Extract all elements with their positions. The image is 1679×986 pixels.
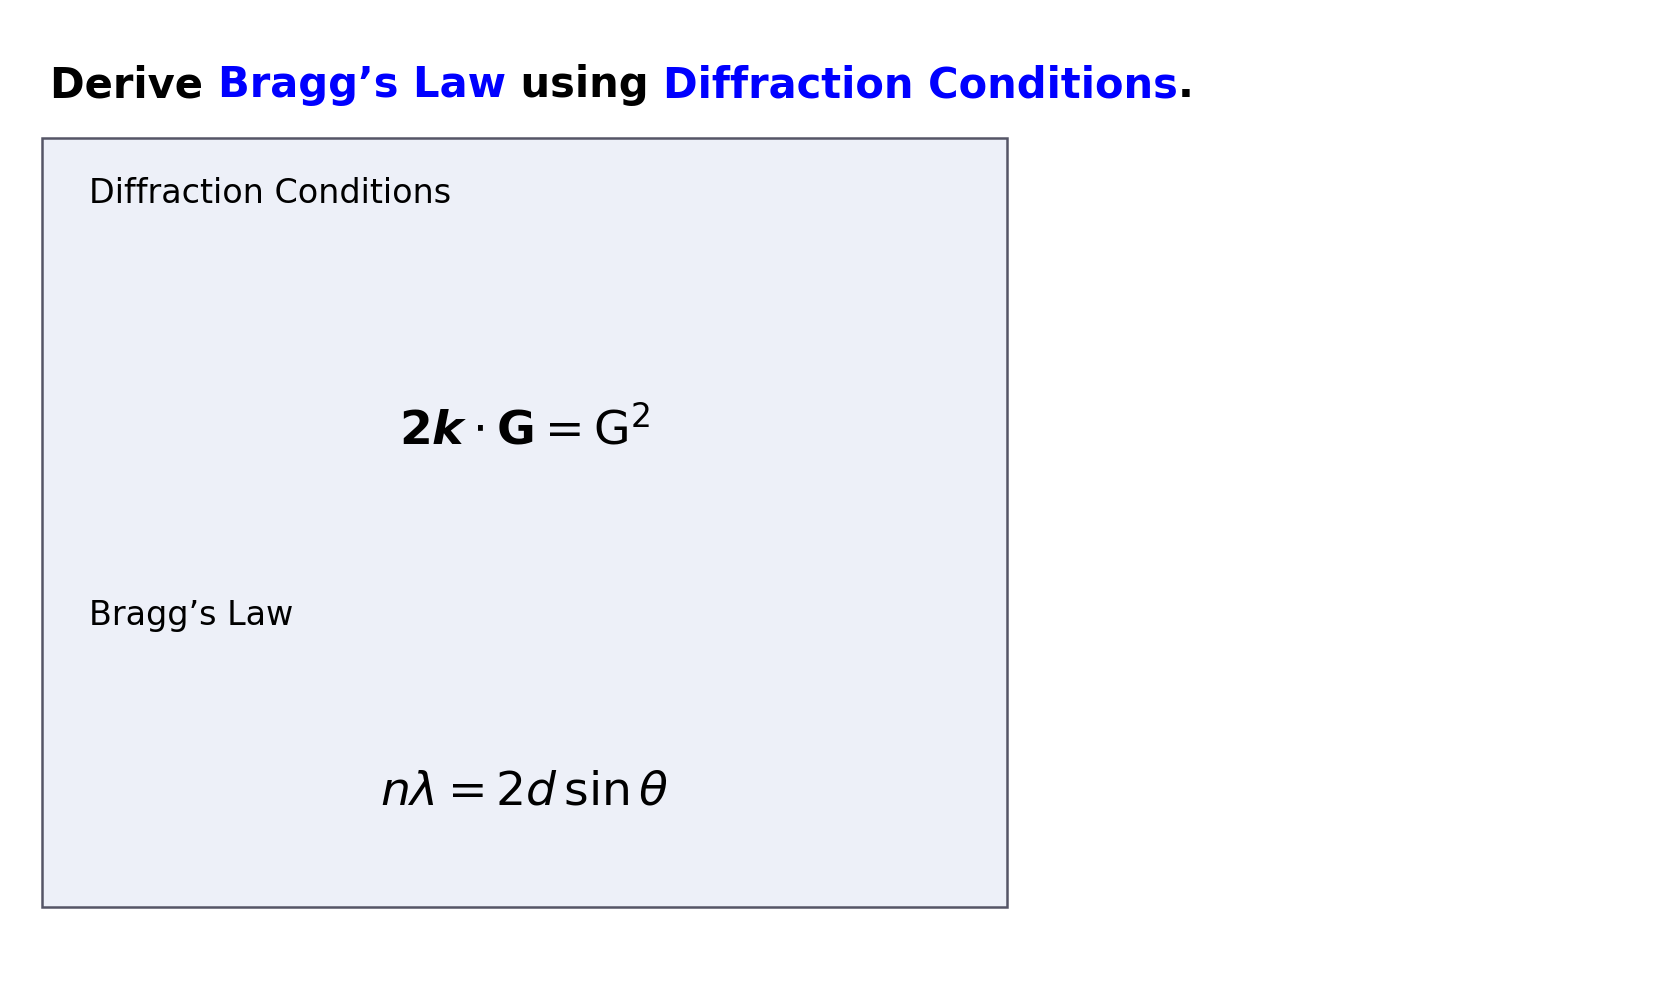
Text: $n\lambda = 2d\,\sin\theta$: $n\lambda = 2d\,\sin\theta$ (379, 769, 670, 814)
Text: $\mathbf{2}\boldsymbol{k} \cdot \mathbf{G} = \mathrm{G}^2$: $\mathbf{2}\boldsymbol{k} \cdot \mathbf{… (400, 407, 650, 454)
Text: Diffraction Conditions: Diffraction Conditions (663, 64, 1179, 106)
Text: using: using (505, 64, 663, 106)
FancyBboxPatch shape (42, 138, 1007, 907)
Text: .: . (1179, 64, 1194, 106)
Text: Derive: Derive (50, 64, 218, 106)
Text: Diffraction Conditions: Diffraction Conditions (89, 177, 452, 210)
Text: Bragg’s Law: Bragg’s Law (218, 64, 505, 106)
Text: Bragg’s Law: Bragg’s Law (89, 599, 294, 632)
